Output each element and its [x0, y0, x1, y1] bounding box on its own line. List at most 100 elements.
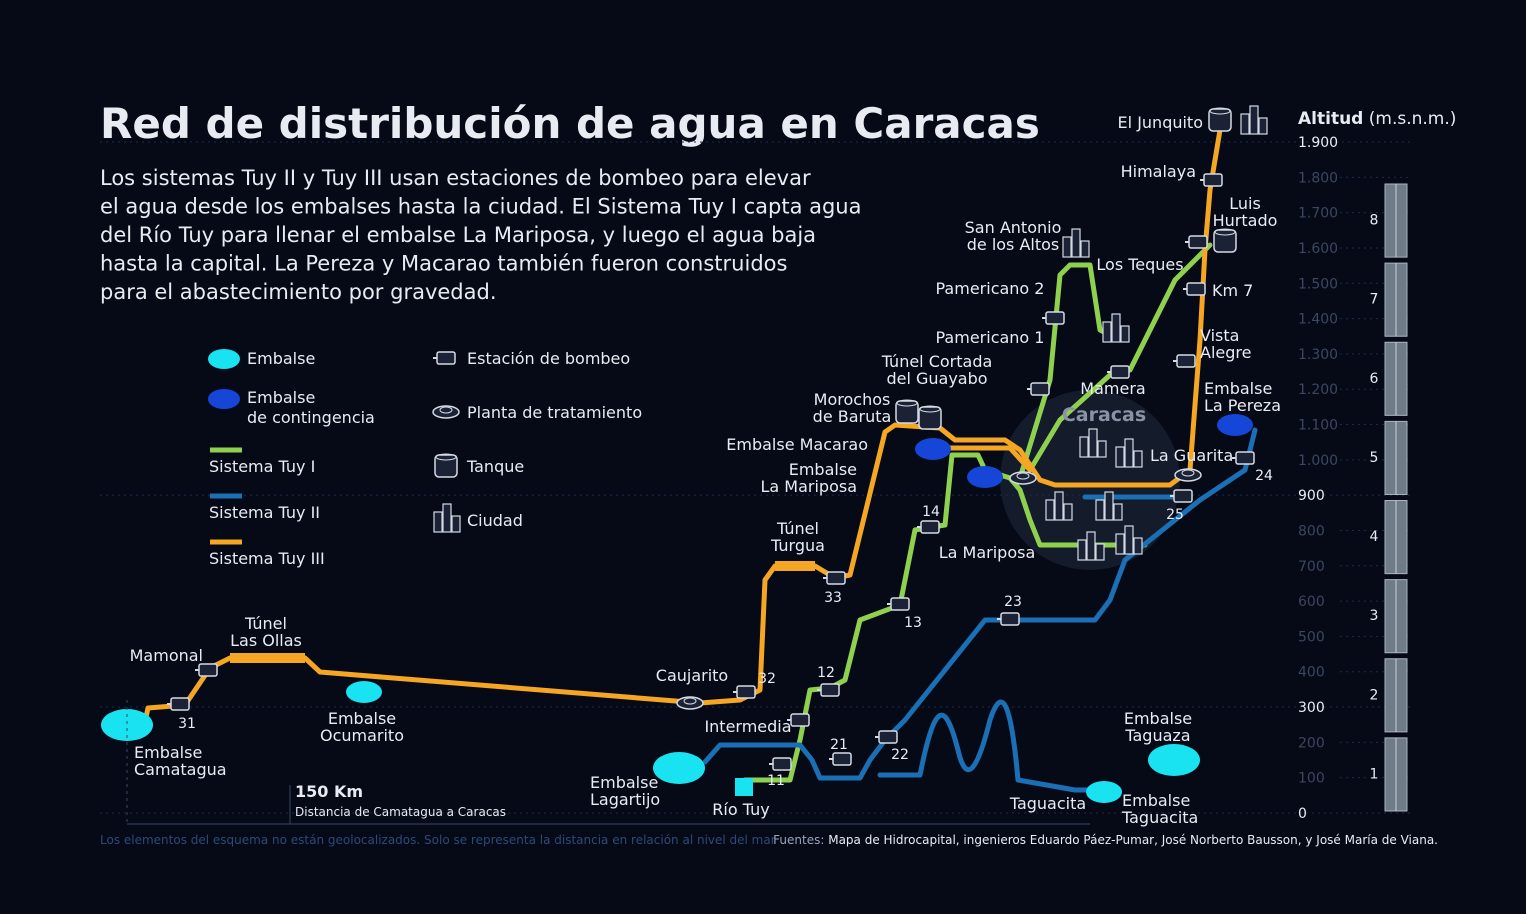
floor-label: 4 — [1370, 529, 1379, 545]
contingency-reservoir — [915, 438, 951, 460]
tank — [434, 454, 458, 478]
tick-label: 500 — [1298, 629, 1325, 645]
city-building — [1133, 450, 1143, 468]
tick-label: 200 — [1298, 735, 1325, 751]
legend-label: Tanque — [466, 457, 524, 476]
tick-label: 400 — [1298, 665, 1325, 681]
station-number: 11 — [767, 773, 785, 789]
node-label: Embalse — [1122, 791, 1190, 810]
floor-label: 6 — [1370, 371, 1379, 387]
tank — [1208, 108, 1232, 132]
station-number: 21 — [830, 737, 848, 753]
node-label: Turgua — [770, 536, 825, 555]
floor-label: 3 — [1370, 608, 1379, 624]
sources-lead: Fuentes: — [773, 833, 824, 847]
tick-label: 700 — [1298, 559, 1325, 575]
legend-label: Planta de tratamiento — [467, 403, 642, 422]
pump-station — [1110, 365, 1130, 379]
station-number: 23 — [1004, 594, 1022, 610]
city-building — [1113, 503, 1123, 521]
node-label: Los Teques — [1096, 255, 1183, 274]
city-halo — [1000, 390, 1180, 570]
station-number: 32 — [758, 671, 776, 687]
city-building — [1071, 228, 1081, 258]
legend-label: Ciudad — [467, 511, 523, 530]
pump-station — [1173, 489, 1193, 503]
subtitle: Los sistemas Tuy II y Tuy III usan estac… — [100, 166, 862, 304]
pump-station — [1203, 173, 1223, 187]
system-line — [877, 699, 1103, 793]
reservoir — [1148, 744, 1200, 776]
node-label: Embalse — [134, 743, 202, 762]
station-number: 25 — [1166, 507, 1184, 523]
pump-station — [772, 757, 792, 771]
node-label: Pamericano 2 — [936, 279, 1045, 298]
pump-station — [826, 571, 846, 585]
node-label: Intermedia — [704, 717, 791, 736]
legend-label: Sistema Tuy III — [209, 549, 325, 568]
node-label: La Mariposa — [760, 477, 857, 496]
node-label: Km 7 — [1212, 281, 1253, 300]
pump-station — [890, 597, 910, 611]
pump-station — [1188, 235, 1208, 249]
subtitle-line: hasta la capital. La Pereza y Macarao ta… — [100, 252, 787, 276]
treatment-plant — [432, 405, 460, 419]
node-label: Embalse Macarao — [726, 435, 868, 454]
pump-station — [436, 351, 456, 365]
floor-label: 2 — [1370, 687, 1379, 703]
city-building — [1088, 428, 1098, 458]
pump-station — [832, 752, 852, 766]
tick-label: 1.700 — [1298, 206, 1338, 222]
node-label: Camatagua — [134, 760, 227, 779]
axis-title: Altitud (m.s.n.m.) — [1298, 109, 1456, 129]
node-label: Túnel Cortada — [881, 352, 993, 371]
treatment-plant — [1009, 471, 1037, 485]
contingency-reservoir — [967, 466, 1003, 488]
tank-top — [896, 399, 918, 407]
pump-station — [1030, 382, 1050, 396]
node-label: Mamonal — [130, 646, 203, 665]
legend-label: Sistema Tuy II — [209, 503, 320, 522]
tick-label: 1.000 — [1298, 453, 1338, 469]
tank-top — [919, 405, 941, 413]
pump-station — [878, 730, 898, 744]
city-label: Caracas — [1062, 404, 1146, 426]
city-building — [1249, 105, 1259, 135]
city-building — [1120, 325, 1130, 343]
legend-label: Embalse — [247, 388, 315, 407]
pump-station — [1000, 612, 1020, 626]
station-number: 31 — [178, 716, 196, 732]
city-building — [1079, 436, 1089, 458]
floor-label: 1 — [1370, 766, 1379, 782]
subtitle-line: el agua desde los embalses hasta la ciud… — [100, 195, 862, 219]
subtitle-line: del Río Tuy para llenar el embalse La Ma… — [100, 223, 816, 247]
legend-label: Estación de bombeo — [467, 349, 630, 368]
city-building — [1124, 438, 1134, 468]
city-building — [1133, 537, 1143, 555]
floor-label: 5 — [1370, 450, 1379, 466]
city-building — [1111, 313, 1121, 343]
legend-contingencia — [208, 389, 240, 409]
node-label: La Guarita — [1150, 446, 1233, 465]
tank-top — [435, 453, 457, 461]
pump-station — [1045, 311, 1065, 325]
node-label: Luis — [1229, 194, 1261, 213]
title: Red de distribución de agua en Caracas — [100, 99, 1040, 148]
axis-title-main: Altitud — [1298, 109, 1363, 129]
pump-station — [170, 697, 190, 711]
tick-label: 1.800 — [1298, 170, 1338, 186]
subtitle-line: para el abastecimiento por gravedad. — [100, 280, 497, 304]
city-building — [1258, 117, 1268, 135]
station-number: 14 — [922, 504, 940, 520]
reservoir — [346, 681, 382, 703]
tick-label: 1.400 — [1298, 312, 1338, 328]
station-number: 33 — [824, 590, 842, 606]
city-building — [1045, 499, 1055, 521]
node-label: Túnel — [244, 614, 287, 633]
node-label: Taguacita — [1121, 808, 1198, 827]
city-building — [1124, 525, 1134, 555]
treatment-plant — [676, 696, 704, 710]
